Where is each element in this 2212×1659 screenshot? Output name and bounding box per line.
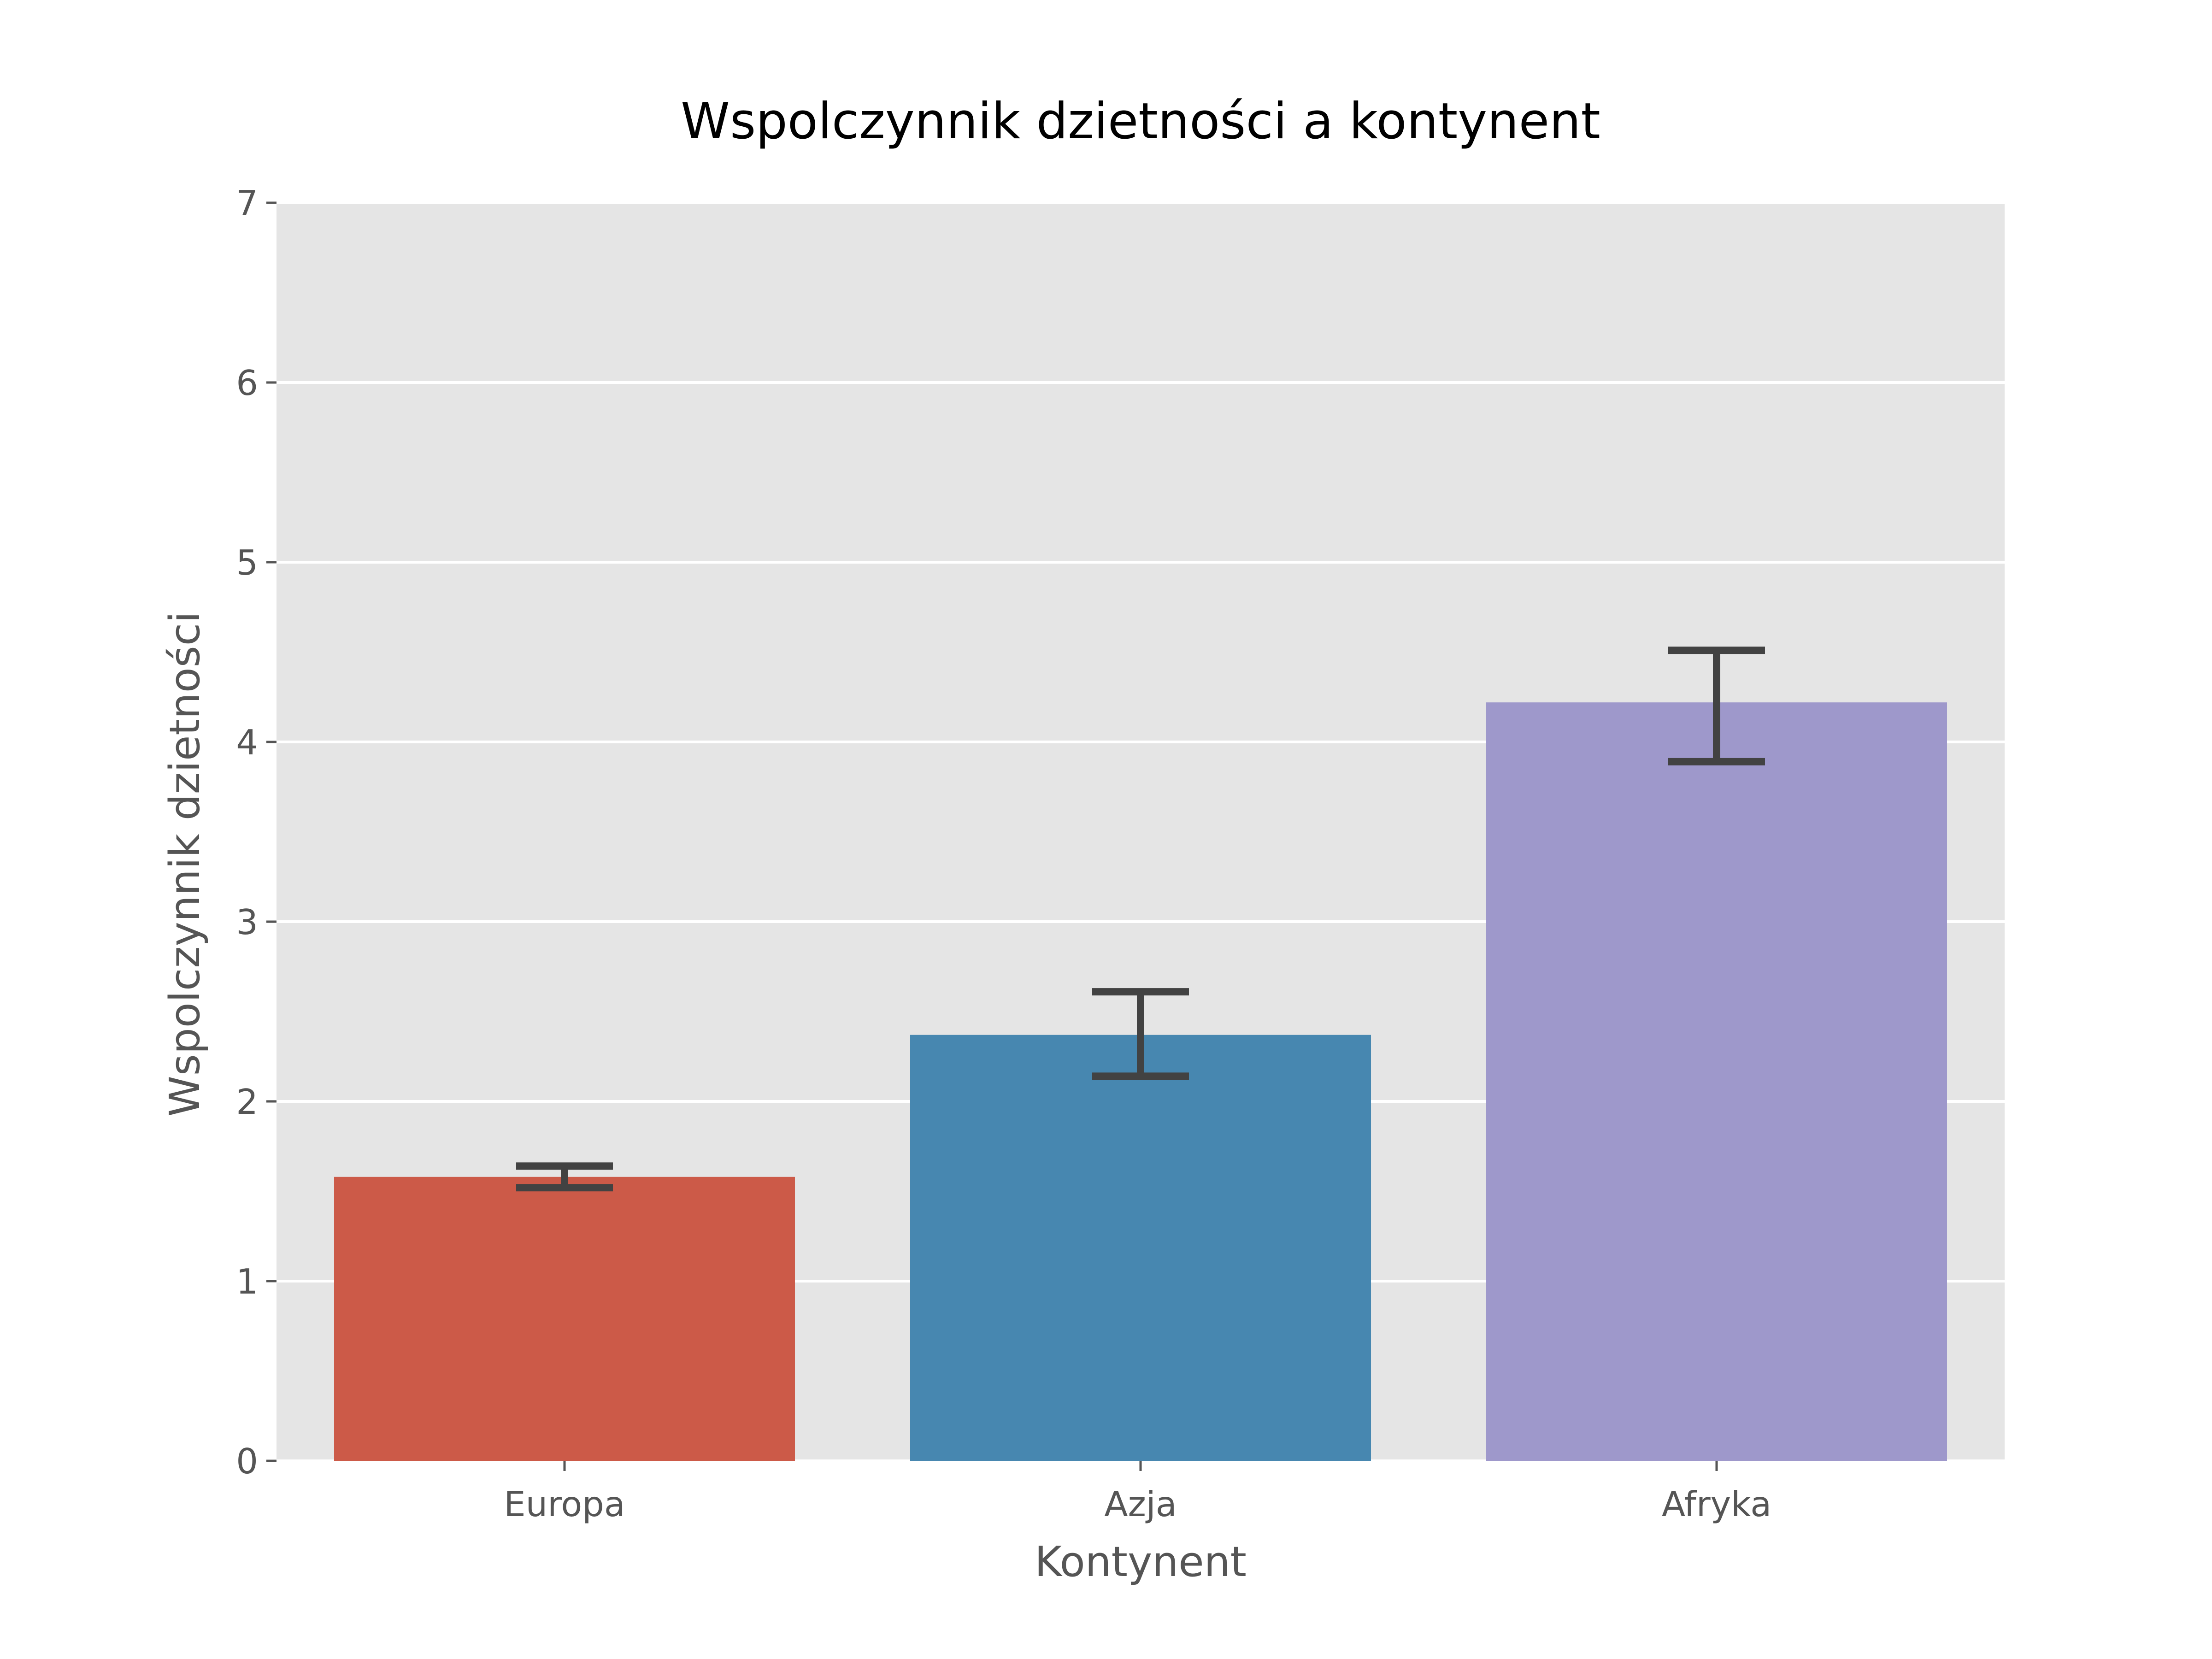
- bar-afryka: [1486, 702, 1947, 1461]
- bar-azja: [910, 1035, 1371, 1461]
- y-tick-label: 4: [236, 722, 258, 763]
- y-tick-label: 1: [236, 1261, 258, 1302]
- bar-europa: [334, 1177, 795, 1461]
- x-tick-label: Azja: [1104, 1484, 1177, 1524]
- error-bars: [516, 647, 1765, 1192]
- bars: [334, 702, 1947, 1461]
- y-axis-label: Wspolczynnik dzietności: [161, 612, 209, 1117]
- y-tick-label: 2: [236, 1082, 258, 1122]
- chart-title: Wspolczynnik dzietności a kontynent: [681, 93, 1600, 150]
- y-tick-label: 6: [236, 363, 258, 403]
- y-tick-label: 3: [236, 902, 258, 942]
- x-tick-label: Europa: [504, 1484, 625, 1524]
- x-axis-label: Kontynent: [1035, 1538, 1247, 1586]
- x-tick-label: Afryka: [1662, 1484, 1771, 1524]
- y-tick-label: 5: [236, 542, 258, 583]
- x-axis-ticks: Europa Azja Afryka: [504, 1461, 1771, 1524]
- y-tick-label: 7: [236, 183, 258, 224]
- y-tick-label: 0: [236, 1441, 258, 1482]
- y-axis-ticks: 0 1 2 3 4 5 6 7: [236, 183, 276, 1482]
